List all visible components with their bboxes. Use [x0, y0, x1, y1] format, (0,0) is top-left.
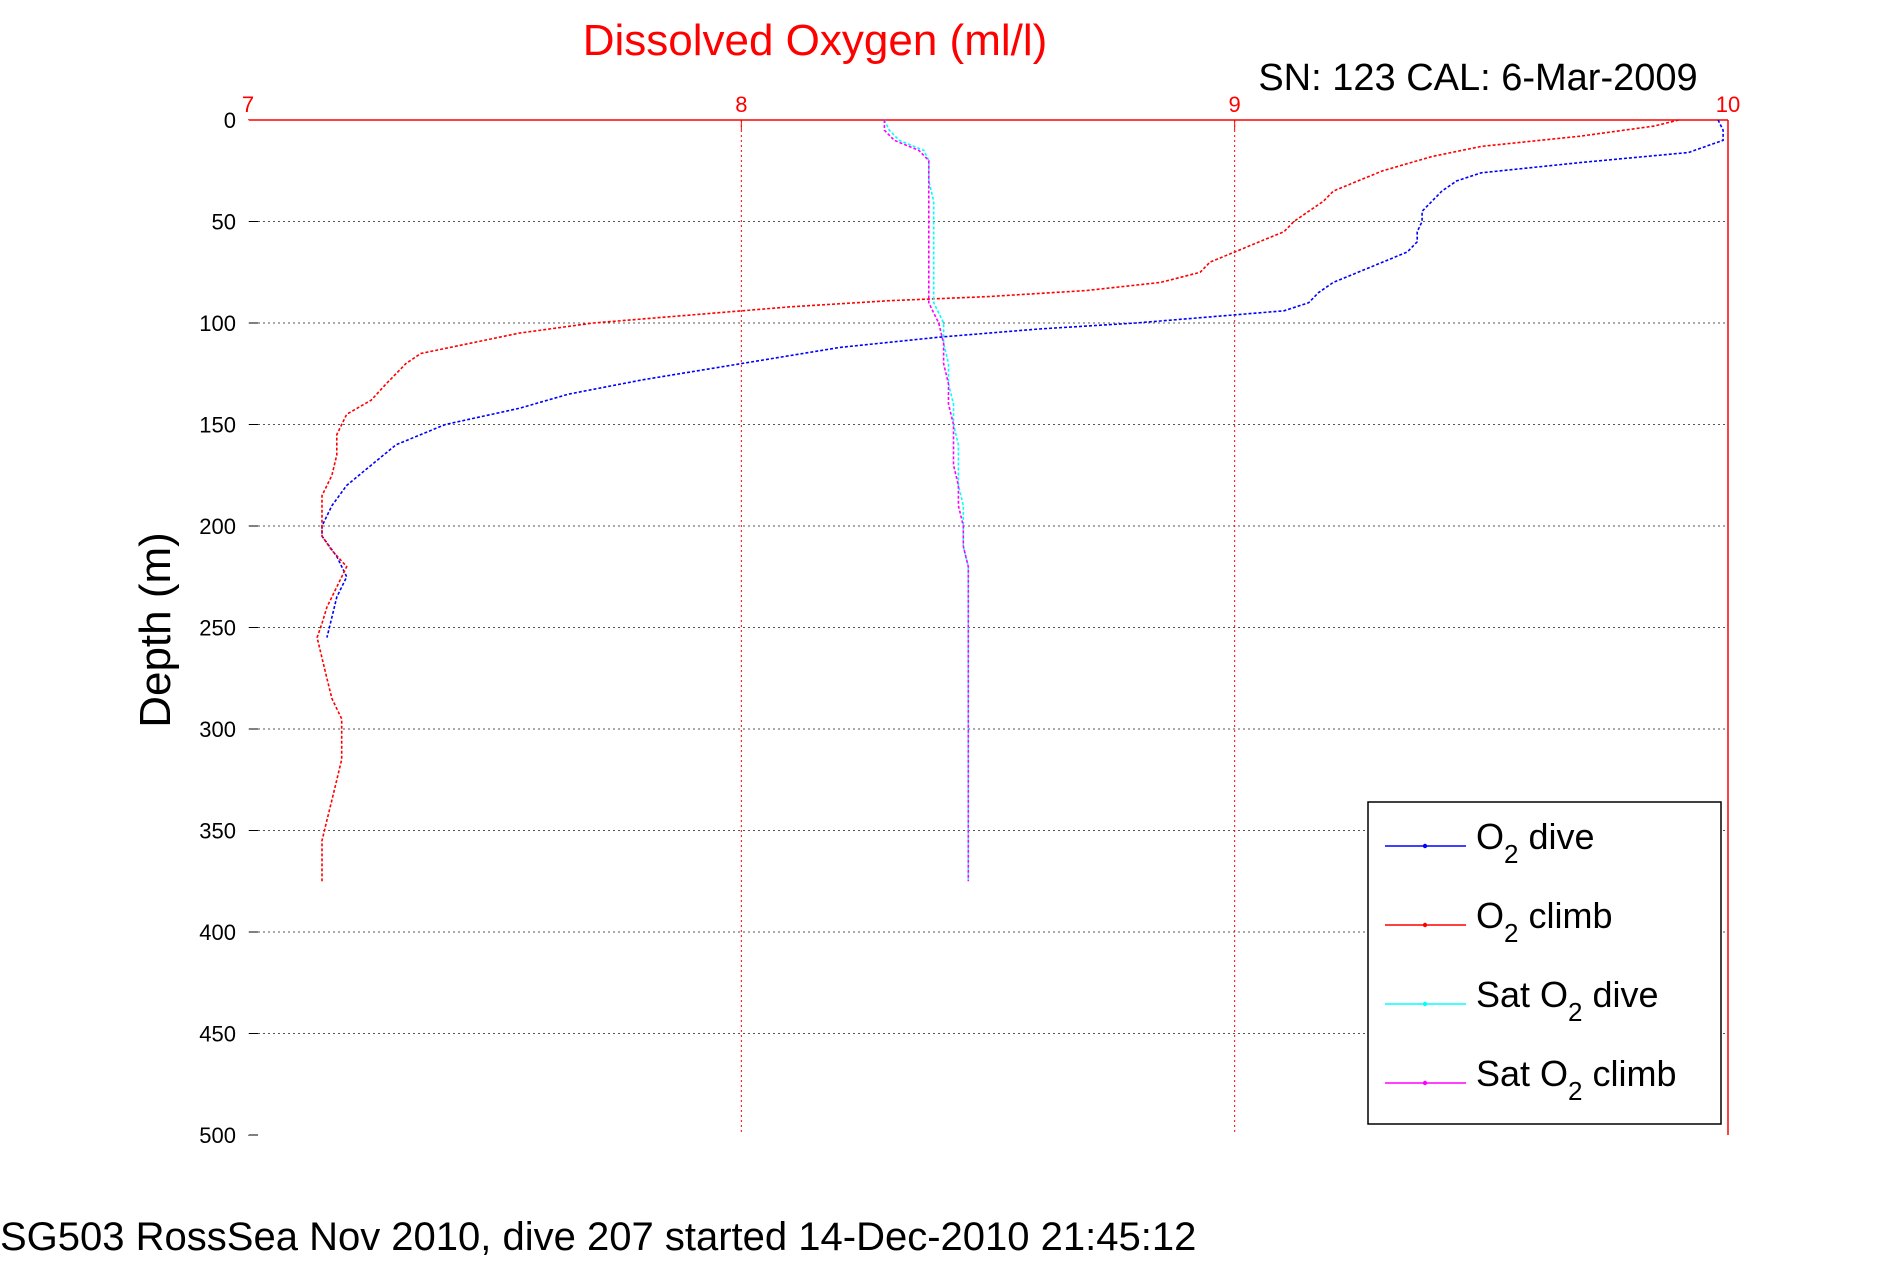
y-tick-label: 350: [199, 819, 236, 844]
y-tick-label: 200: [199, 514, 236, 539]
series-line-sat-o2-climb: [883, 120, 970, 882]
series-line-o2-climb: [316, 119, 1679, 882]
y-tick-label: 400: [199, 920, 236, 945]
axes: 0 50 100 150 200 250 300 350 400 450 500 7 8 9 10: [199, 92, 1740, 1148]
y-tick-label: 0: [224, 108, 236, 133]
series-line-sat-o2-dive: [883, 119, 970, 882]
legend-label: O2 dive: [1476, 816, 1595, 869]
y-tick-label: 100: [199, 311, 236, 336]
y-tick-label: 150: [199, 413, 236, 438]
legend-box: [1367, 801, 1722, 1125]
grid-lines: [248, 120, 1728, 1135]
legend-marker: [1422, 922, 1428, 928]
y-axis-label: Depth (m): [131, 532, 180, 728]
legend: O2 dive O2 climb Sat O2 dive Sat O2 climb: [1367, 801, 1722, 1125]
chart-title: Dissolved Oxygen (ml/l): [583, 16, 1048, 65]
legend-marker: [1422, 1080, 1428, 1086]
x-tick-label: 9: [1229, 92, 1241, 117]
legend-marker: [1422, 843, 1428, 849]
y-tick-label: 250: [199, 616, 236, 641]
legend-label: Sat O2 climb: [1476, 1053, 1677, 1106]
x-tick-label: 7: [242, 92, 254, 117]
series-lines: [316, 119, 1724, 882]
y-tick-label: 300: [199, 717, 236, 742]
legend-label: O2 climb: [1476, 895, 1613, 948]
dive-info-footer: SG503 RossSea Nov 2010, dive 207 started…: [0, 1215, 1197, 1259]
y-tick-label: 500: [199, 1123, 236, 1148]
x-tick-label: 10: [1716, 92, 1740, 117]
series-line-o2-dive: [321, 119, 1724, 638]
chart-subtitle: SN: 123 CAL: 6-Mar-2009: [1258, 57, 1697, 99]
legend-marker: [1422, 1001, 1428, 1007]
y-tick-label: 450: [199, 1022, 236, 1047]
x-tick-label: 8: [735, 92, 747, 117]
y-tick-label: 50: [212, 210, 236, 235]
legend-label: Sat O2 dive: [1476, 974, 1659, 1027]
